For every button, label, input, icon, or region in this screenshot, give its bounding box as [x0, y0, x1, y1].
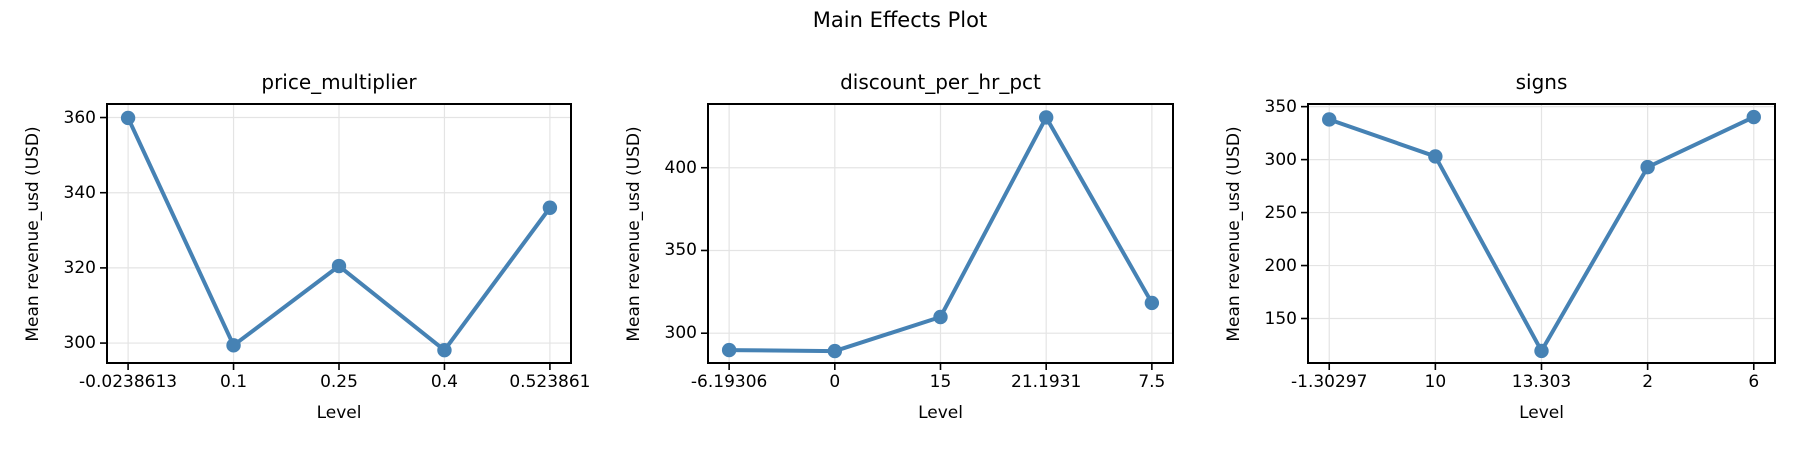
- data-point-marker: [933, 309, 948, 325]
- y-tick-label: 300: [1264, 149, 1297, 170]
- y-axis-label: Mean revenue_usd (USD): [624, 125, 644, 342]
- y-tick-label: 300: [63, 333, 96, 354]
- data-point-marker: [120, 110, 136, 126]
- x-tick-label: 15: [929, 372, 952, 392]
- series-line: [126, 115, 552, 353]
- plot-area: [100, 103, 572, 370]
- x-tick-label: 7.5: [1138, 372, 1166, 392]
- x-tick-label: 13.303: [1511, 372, 1572, 392]
- x-tick-label: 0: [829, 372, 841, 392]
- x-tick-label: 0.523861: [509, 372, 591, 392]
- y-tick-label: 320: [63, 257, 96, 278]
- y-tick-label: 250: [1264, 202, 1297, 223]
- subplot-title: price_multiplier: [261, 70, 417, 94]
- x-tick-label: -1.30297: [1291, 372, 1368, 392]
- axes-spines: [106, 103, 572, 364]
- y-tick-label: 300: [664, 323, 697, 344]
- data-point-marker: [437, 343, 452, 358]
- data-point-marker: [721, 342, 737, 358]
- figure-title: Main Effects Plot: [812, 8, 988, 32]
- data-point-marker: [331, 258, 347, 274]
- series-line: [1327, 115, 1756, 353]
- y-tick-label: 340: [63, 182, 96, 203]
- y-tick-label: 350: [1264, 96, 1297, 117]
- y-axis-label: Mean revenue_usd (USD): [23, 125, 43, 342]
- x-tick-label: 21.1931: [1011, 372, 1082, 392]
- x-tick-label: -0.0238613: [79, 372, 178, 392]
- data-point-marker: [827, 343, 843, 359]
- x-axis-label: Level: [1519, 403, 1564, 423]
- x-tick-label: 2: [1642, 372, 1654, 392]
- x-tick-label: 0.1: [220, 372, 248, 392]
- x-axis-label: Level: [918, 403, 963, 423]
- series-line: [727, 115, 1154, 354]
- subplot-title: discount_per_hr_pct: [840, 70, 1041, 94]
- x-tick-label: 0.25: [320, 372, 358, 392]
- data-point-marker: [1746, 109, 1761, 125]
- data-point-marker: [1428, 149, 1443, 164]
- x-tick-label: 6: [1748, 372, 1760, 392]
- y-tick-label: 150: [1264, 308, 1297, 329]
- data-point-marker: [542, 200, 558, 215]
- y-tick-label: 200: [1264, 255, 1297, 276]
- data-point-marker: [226, 338, 241, 353]
- data-point-marker: [1534, 343, 1549, 359]
- data-point-marker: [1640, 159, 1655, 175]
- subplot-title: signs: [1515, 70, 1568, 94]
- y-axis-label: Mean revenue_usd (USD): [1224, 125, 1244, 342]
- x-tick-label: 10: [1424, 372, 1447, 392]
- data-point-marker: [1322, 112, 1337, 127]
- axes-spines: [707, 103, 1174, 364]
- y-tick-label: 400: [664, 157, 697, 178]
- y-tick-label: 350: [664, 240, 697, 261]
- data-point-marker: [1144, 295, 1160, 311]
- axes-spines: [1307, 103, 1776, 364]
- y-tick-label: 360: [63, 107, 96, 128]
- plot-area: [701, 103, 1174, 370]
- x-tick-label: 0.4: [430, 372, 458, 392]
- plot-area: [1301, 103, 1776, 370]
- x-tick-label: -6.19306: [690, 372, 768, 392]
- x-axis-label: Level: [316, 403, 362, 423]
- data-point-marker: [1038, 110, 1054, 125]
